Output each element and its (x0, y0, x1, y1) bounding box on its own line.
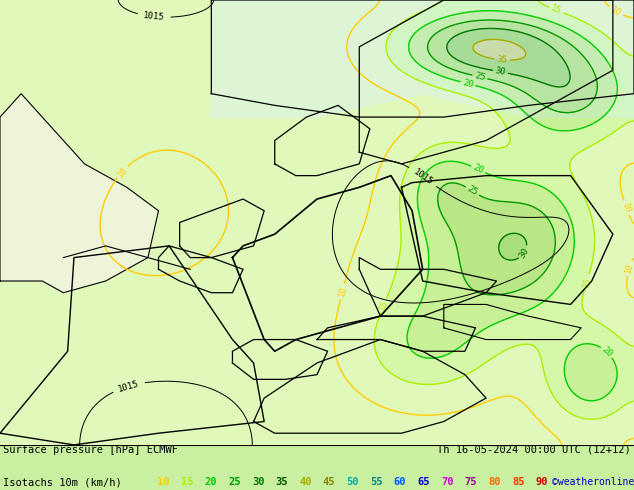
Text: 70: 70 (441, 477, 453, 487)
Text: 10: 10 (609, 4, 623, 18)
Text: 20: 20 (205, 477, 217, 487)
Text: Surface pressure [hPa] ECMWF: Surface pressure [hPa] ECMWF (3, 445, 178, 455)
Text: 65: 65 (417, 477, 430, 487)
Text: 1015: 1015 (143, 11, 165, 22)
Text: 35: 35 (276, 477, 288, 487)
Text: 15: 15 (550, 4, 563, 16)
Text: ©weatheronline.co.uk: ©weatheronline.co.uk (552, 477, 634, 487)
Text: 10: 10 (337, 285, 348, 298)
Text: 25: 25 (465, 184, 479, 198)
Text: 30: 30 (252, 477, 264, 487)
Text: 15: 15 (581, 275, 593, 288)
Text: 60: 60 (394, 477, 406, 487)
Text: 1015: 1015 (117, 379, 140, 393)
Text: 75: 75 (465, 477, 477, 487)
Text: 20: 20 (472, 163, 485, 176)
Text: 15: 15 (181, 477, 193, 487)
Text: 10: 10 (157, 477, 170, 487)
Text: Isotachs 10m (km/h): Isotachs 10m (km/h) (3, 477, 122, 487)
Text: 30: 30 (518, 245, 531, 260)
Text: 30: 30 (495, 67, 507, 77)
Text: 40: 40 (299, 477, 312, 487)
Text: 55: 55 (370, 477, 383, 487)
Text: 20: 20 (462, 78, 474, 89)
Text: 20: 20 (600, 345, 614, 359)
Text: 25: 25 (474, 72, 486, 83)
Text: 25: 25 (228, 477, 241, 487)
Polygon shape (211, 0, 634, 117)
Text: Th 16-05-2024 00:00 UTC (12+12): Th 16-05-2024 00:00 UTC (12+12) (437, 445, 631, 455)
Text: 10: 10 (115, 165, 129, 179)
Polygon shape (0, 94, 158, 293)
Text: 85: 85 (512, 477, 524, 487)
Text: 10: 10 (623, 262, 634, 275)
Text: 90: 90 (536, 477, 548, 487)
Text: 15: 15 (377, 299, 390, 312)
Text: 1015: 1015 (411, 167, 434, 187)
Text: 50: 50 (346, 477, 359, 487)
Text: 35: 35 (496, 55, 508, 65)
Text: 10: 10 (620, 201, 632, 215)
Text: 45: 45 (323, 477, 335, 487)
Text: 80: 80 (488, 477, 501, 487)
